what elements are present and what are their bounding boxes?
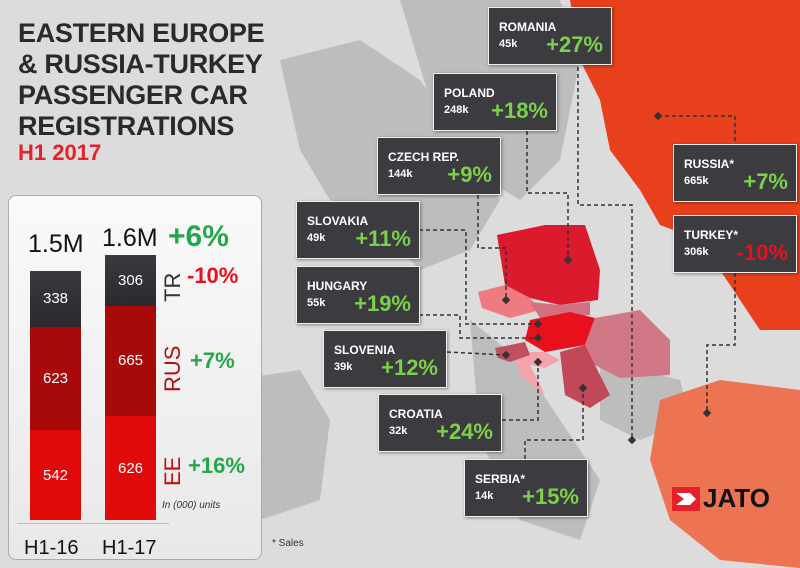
total-label-h1-16: 1.5M — [28, 230, 84, 258]
change-tr: -10% — [187, 263, 239, 288]
subtitle: H1 2017 — [18, 140, 102, 165]
serbia-region — [560, 345, 610, 408]
country-value: 665k — [684, 175, 709, 187]
bar-segment-tr-h1-16: 338 — [30, 270, 81, 327]
country-value: 14k — [475, 490, 494, 502]
country-name: RUSSIA* — [684, 157, 735, 171]
country-name: ROMANIA — [499, 20, 557, 34]
country-name: SERBIA* — [475, 472, 526, 486]
country-value: 248k — [444, 104, 469, 116]
country-value: 55k — [307, 297, 326, 309]
x-tick-label: H1-16 — [24, 537, 79, 559]
x-tick-label: H1-17 — [102, 537, 157, 559]
country-value: 144k — [388, 168, 413, 180]
poland-region — [497, 225, 600, 305]
country-change: +7% — [743, 169, 788, 194]
sales-footnote: * Sales — [272, 538, 304, 549]
total-label-h1-17: 1.6M — [102, 224, 158, 252]
croatia-region — [515, 352, 560, 395]
country-value: 49k — [307, 232, 326, 244]
country-name: HUNGARY — [307, 279, 368, 293]
bar-segment-ee-h1-16: 542 — [30, 430, 81, 520]
country-value: 32k — [389, 425, 408, 437]
series-label-tr: TR — [160, 272, 185, 302]
country-box-russia: RUSSIA* 665k +7% — [673, 144, 797, 202]
total-change: +6% — [168, 220, 229, 253]
connector-dots — [501, 111, 712, 445]
country-change: +18% — [491, 98, 548, 123]
slovenia-region — [495, 342, 530, 362]
change-rus: +7% — [190, 348, 235, 373]
unit-note: In (000) units — [162, 500, 221, 511]
infographic-title: EASTERN EUROPE & RUSSIA-TURKEY PASSENGER… — [18, 18, 265, 141]
country-box-slovakia: SLOVAKIA 49k +11% — [296, 201, 420, 259]
jato-logo: JATO — [672, 483, 770, 514]
country-name: SLOVAKIA — [307, 214, 369, 228]
country-box-slovenia: SLOVENIA 39k +12% — [323, 330, 447, 388]
romania-region — [585, 310, 670, 378]
country-name: CROATIA — [389, 407, 443, 421]
series-label-ee: EE — [160, 456, 185, 486]
country-change: +27% — [546, 32, 603, 57]
country-name: CZECH REP. — [388, 150, 460, 164]
country-change: +19% — [354, 291, 411, 316]
series-label-rus: RUS — [160, 345, 185, 392]
change-ee: +16% — [188, 453, 245, 478]
hungary-region — [525, 312, 595, 352]
bar-segment-rus-h1-17: 665 — [105, 305, 156, 417]
x-axis-line — [17, 523, 169, 524]
turkey-region — [650, 380, 800, 568]
country-box-poland: POLAND 248k +18% — [433, 73, 557, 131]
country-box-serbia: SERBIA* 14k +15% — [464, 459, 588, 517]
country-change: +11% — [355, 226, 411, 251]
country-change: +24% — [436, 419, 493, 444]
country-name: TURKEY* — [684, 228, 739, 242]
country-value: 306k — [684, 246, 709, 258]
country-box-turkey: TURKEY* 306k -10% — [673, 215, 797, 273]
country-change: -10% — [736, 240, 788, 265]
bar-segment-ee-h1-17: 626 — [105, 416, 156, 520]
country-value: 45k — [499, 38, 518, 50]
country-name: SLOVENIA — [334, 343, 396, 357]
connector-lines — [419, 67, 736, 459]
country-box-hungary: HUNGARY 55k +19% — [296, 266, 420, 324]
country-value: 39k — [334, 361, 353, 373]
jato-logo-icon — [672, 486, 700, 511]
czech-region — [478, 285, 540, 318]
country-change: +15% — [522, 484, 579, 509]
bar-segment-rus-h1-16: 623 — [30, 326, 81, 431]
country-name: POLAND — [444, 86, 495, 100]
bar-segment-tr-h1-17: 306 — [105, 254, 156, 306]
country-box-croatia: CROATIA 32k +24% — [378, 394, 502, 452]
country-change: +12% — [381, 355, 438, 380]
country-box-romania: ROMANIA 45k +27% — [488, 7, 612, 65]
country-change: +9% — [447, 162, 492, 187]
country-box-czech-rep: CZECH REP. 144k +9% — [377, 137, 501, 195]
